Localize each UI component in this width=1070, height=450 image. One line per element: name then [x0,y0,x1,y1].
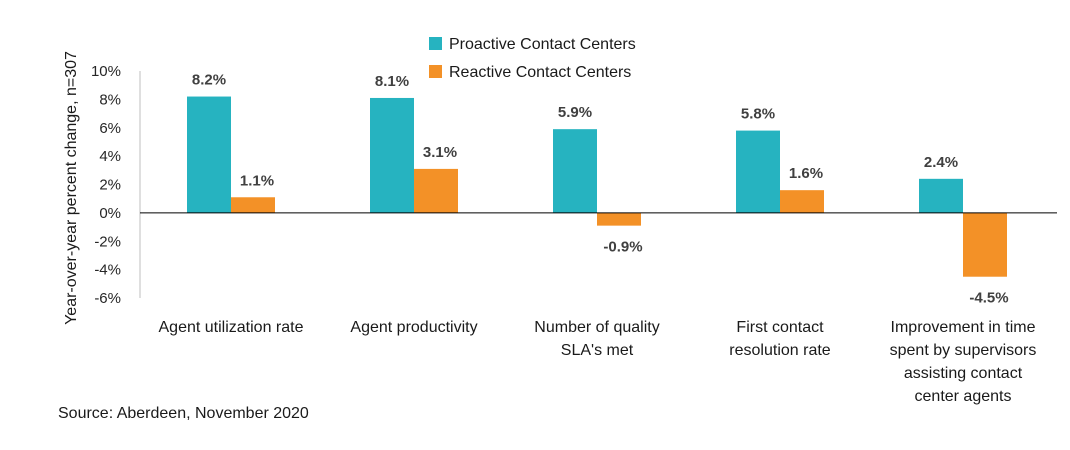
source-note: Source: Aberdeen, November 2020 [58,405,309,422]
category-label-line: center agents [915,388,1012,405]
y-tick-label: 6% [99,120,121,137]
legend: Proactive Contact Centers Reactive Contac… [429,36,636,81]
category-label-line: Agent productivity [350,319,477,336]
data-labels: 8.2% 8.1% 5.9% 5.8% 2.4% 1.1% 3.1% -0.9% 1.6% -4.… [192,72,1009,307]
legend-label: Reactive Contact Centers [449,64,631,81]
category-label-line: Number of quality [534,319,659,336]
y-axis: 10% 8% 6% 4% 2% 0% -2% -4% -6% [91,63,141,307]
category-label-line: spent by supervisors [890,342,1037,359]
y-tick-label: -6% [94,290,121,307]
y-axis-label-group: Year-over-year percent change, n=307 [63,51,80,325]
legend-label: Proactive Contact Centers [449,36,636,53]
y-tick-label: -4% [94,262,121,279]
y-tick-label: 8% [99,91,121,108]
y-tick-label: 4% [99,148,121,165]
category-label-line: First contact [736,319,824,336]
y-axis-title: Year-over-year percent change, n=307 [63,51,80,325]
category-label-line: resolution rate [729,342,830,359]
bar [780,190,824,213]
data-label: 1.6% [789,165,823,182]
category-label-line: SLA's met [561,342,634,359]
bar [370,97,414,213]
data-label: 3.1% [423,144,457,161]
y-tick-label: 10% [91,63,121,80]
data-label: 5.9% [558,104,592,121]
category-labels: Agent utilization rate Agent productivity… [159,319,1037,405]
bar [963,212,1007,277]
category-label: Agent utilization rate [159,319,304,336]
data-label: -0.9% [603,239,642,256]
bar [553,129,597,213]
category-label-line: Agent utilization rate [159,319,304,336]
data-label: 1.1% [240,172,274,189]
bar [597,212,641,226]
bar [187,96,231,213]
bar [919,178,963,213]
legend-swatch [429,37,442,50]
y-tick-label: 0% [99,205,121,222]
category-label: Improvement in time spent by supervisors a… [890,319,1037,405]
data-label: -4.5% [969,290,1008,307]
category-label-line: assisting contact [904,365,1023,382]
data-label: 8.2% [192,72,226,89]
category-label: Number of quality SLA's met [534,319,659,359]
bar [414,168,458,213]
data-label: 8.1% [375,73,409,90]
y-tick-label: 2% [99,177,121,194]
bars [187,96,1007,277]
category-label: First contact resolution rate [729,319,830,359]
bar [736,130,780,213]
data-label: 5.8% [741,106,775,123]
bar [231,197,275,213]
legend-swatch [429,65,442,78]
category-label-line: Improvement in time [891,319,1036,336]
data-label: 2.4% [924,154,958,171]
y-tick-label: -2% [94,233,121,250]
category-label: Agent productivity [350,319,477,336]
